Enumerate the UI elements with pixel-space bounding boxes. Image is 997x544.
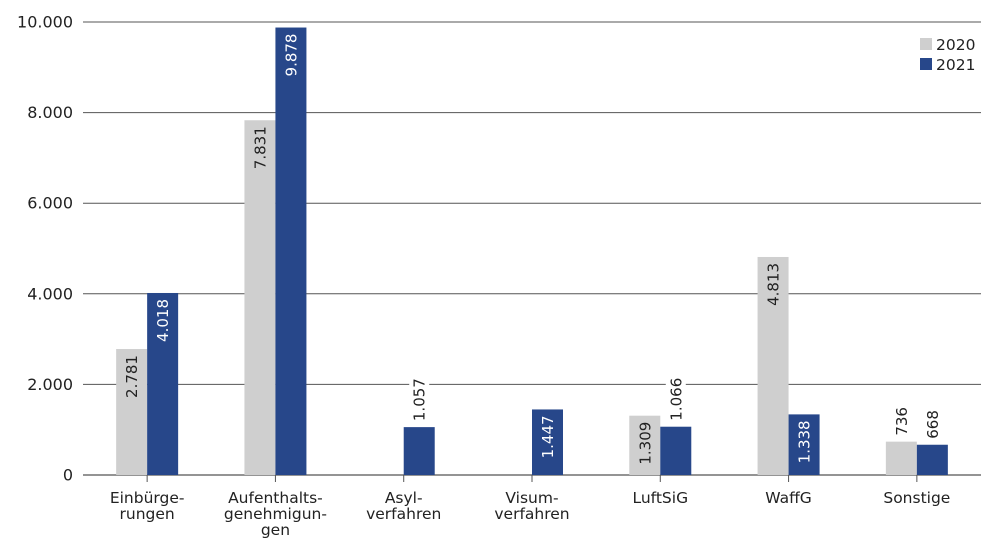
bar-2021 [147, 292, 179, 475]
x-category-label: Einbürge- [110, 489, 185, 507]
y-tick-label: 6.000 [27, 194, 73, 213]
bar-2021 [916, 444, 948, 475]
legend-label: 2020 [936, 36, 975, 54]
legend-swatch-2021 [920, 58, 932, 70]
bar-2020 [244, 120, 276, 475]
data-label: 1.447 [539, 415, 557, 458]
bar-2021 [788, 414, 820, 475]
data-label: 668 [924, 410, 942, 439]
bar-2021 [403, 427, 435, 475]
x-category-label: Aufenthalts- [228, 489, 323, 507]
data-label: 1.309 [636, 422, 654, 465]
data-label: 4.018 [154, 299, 172, 342]
x-category-label: rungen [120, 505, 175, 523]
bar-2021 [532, 409, 563, 475]
bar-2021 [275, 27, 307, 475]
bar-2020 [116, 349, 148, 475]
data-label: 7.831 [251, 126, 269, 169]
x-category-label: Asyl- [385, 489, 423, 507]
label-bg [665, 369, 686, 423]
bar-2021 [660, 426, 692, 475]
y-tick-label: 4.000 [27, 284, 73, 303]
y-tick-label: 2.000 [27, 375, 73, 394]
y-tick-label: 0 [63, 466, 73, 485]
bars [116, 27, 948, 475]
bar-2020 [885, 441, 917, 475]
x-category-label: gen [261, 521, 290, 539]
data-labels: 2.781 4.018 7.831 9.878 1.057 1.447 1.309 1.066… [123, 34, 943, 465]
data-label: 1.066 [667, 378, 685, 421]
label-bg [409, 369, 430, 424]
x-category-label: WaffG [765, 489, 812, 507]
y-tick-label: 10.000 [17, 13, 73, 32]
x-axis-category-labels: Einbürge-rungen Aufenthalts-genehmigun-ge… [110, 475, 950, 539]
label-bg [891, 403, 912, 438]
data-label: 1.057 [411, 378, 429, 421]
x-category-label: LuftSiG [632, 489, 688, 507]
x-category-label: Sonstige [883, 489, 950, 507]
y-tick-label: 8.000 [27, 103, 73, 122]
legend: 2020 2021 [920, 36, 975, 74]
x-category-label: Visum- [505, 489, 558, 507]
label-bg [922, 406, 943, 441]
data-label: 4.813 [765, 263, 783, 306]
bar-2020 [757, 256, 789, 475]
data-label: 1.338 [796, 420, 814, 463]
data-label: 2.781 [123, 355, 141, 398]
x-category-label: verfahren [494, 505, 569, 523]
bar-2020 [629, 415, 661, 475]
x-category-label: verfahren [366, 505, 441, 523]
data-label: 9.878 [282, 34, 300, 77]
y-axis-tick-labels: 0 2.000 4.000 6.000 8.000 10.000 [17, 13, 73, 485]
data-label: 736 [893, 407, 911, 436]
legend-label: 2021 [936, 56, 975, 74]
legend-swatch-2020 [920, 38, 932, 50]
gridlines [83, 21, 981, 476]
x-category-label: genehmigun- [224, 505, 327, 523]
